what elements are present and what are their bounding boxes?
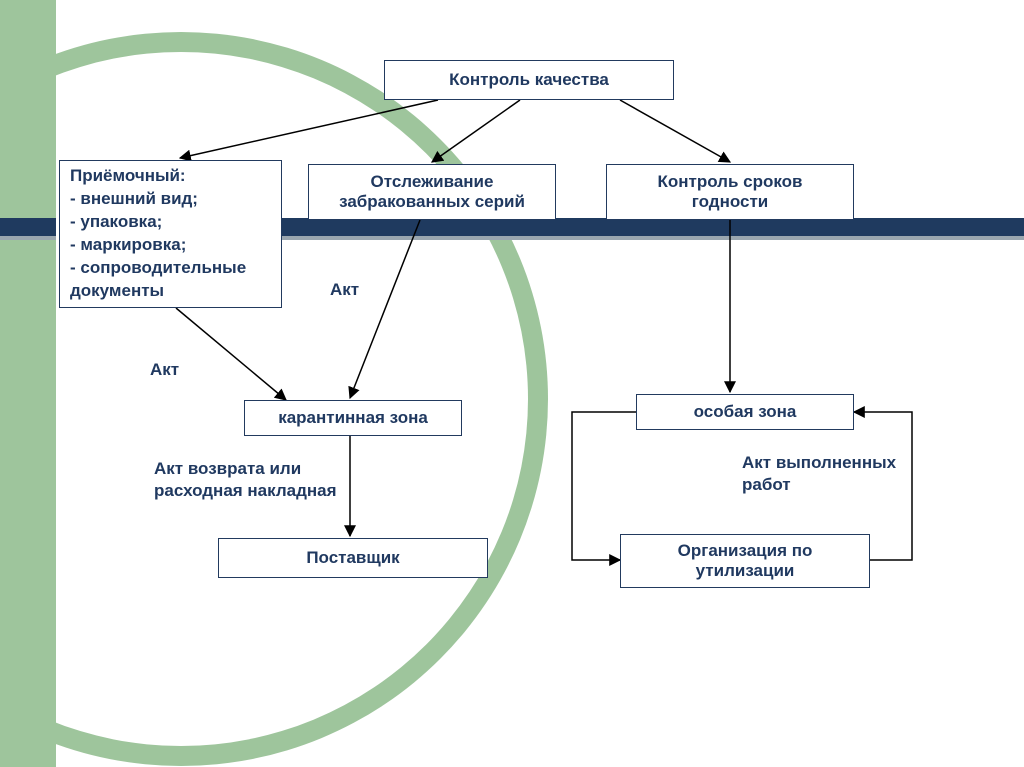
node-tracking-label: Отслеживание забракованных серий — [319, 172, 545, 212]
node-supplier-label: Поставщик — [306, 548, 399, 568]
node-supplier: Поставщик — [218, 538, 488, 578]
decor-bar-2 — [281, 218, 1024, 236]
edge-label-akt-done: Акт выполненных работ — [742, 452, 922, 496]
edge-label-akt2: Акт — [150, 360, 179, 380]
edge-label-akt-return: Акт возврата или расходная накладная — [154, 458, 364, 502]
node-quarantine-label: карантинная зона — [278, 408, 428, 428]
edge-label-akt1: Акт — [330, 280, 359, 300]
node-expiry-label: Контроль сроков годности — [617, 172, 843, 212]
node-special: особая зона — [636, 394, 854, 430]
node-disposal-label: Организация по утилизации — [631, 541, 859, 581]
node-root-label: Контроль качества — [449, 70, 609, 90]
decor-left-strip — [0, 0, 56, 767]
decor-bar-1 — [0, 218, 56, 236]
node-special-label: особая зона — [694, 402, 797, 422]
node-expiry: Контроль сроков годности — [606, 164, 854, 220]
node-accept-label: Приёмочный: - внешний вид; - упаковка; -… — [70, 165, 271, 303]
node-quarantine: карантинная зона — [244, 400, 462, 436]
node-disposal: Организация по утилизации — [620, 534, 870, 588]
node-tracking: Отслеживание забракованных серий — [308, 164, 556, 220]
node-accept: Приёмочный: - внешний вид; - упаковка; -… — [59, 160, 282, 308]
node-root: Контроль качества — [384, 60, 674, 100]
